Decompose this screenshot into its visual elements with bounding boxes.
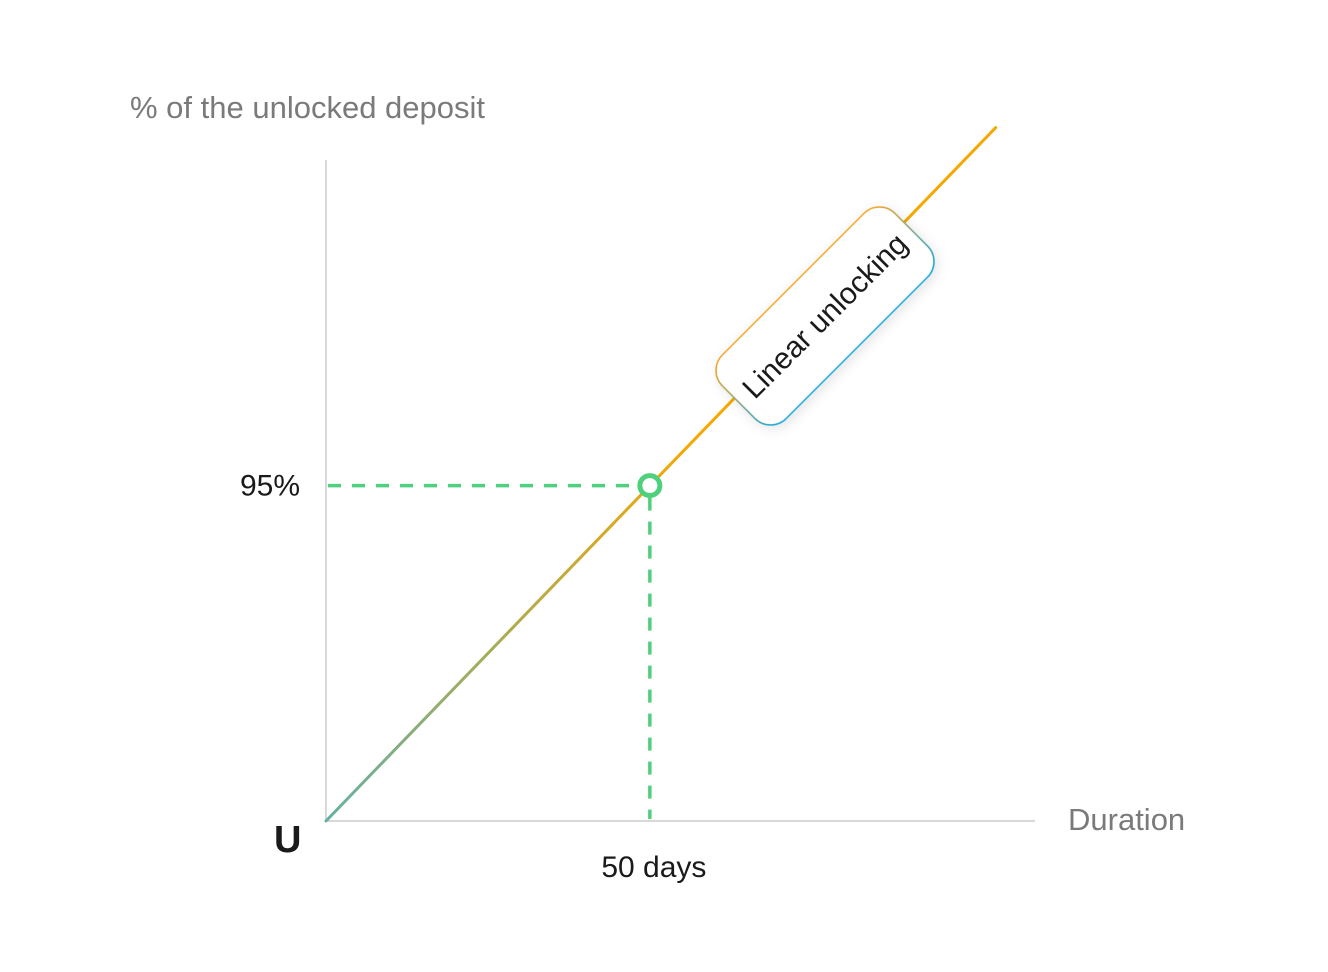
y-tick-label-95: 95% bbox=[240, 470, 300, 503]
origin-label: U bbox=[274, 819, 301, 861]
x-tick-label-50-days: 50 days bbox=[601, 851, 706, 884]
y-axis-title: % of the unlocked deposit bbox=[130, 90, 485, 125]
annotation-callout: Linear unlocking bbox=[715, 206, 935, 426]
highlight-point bbox=[637, 473, 663, 499]
annotation-callout-box bbox=[715, 206, 935, 426]
x-axis-title: Duration bbox=[1068, 802, 1185, 837]
